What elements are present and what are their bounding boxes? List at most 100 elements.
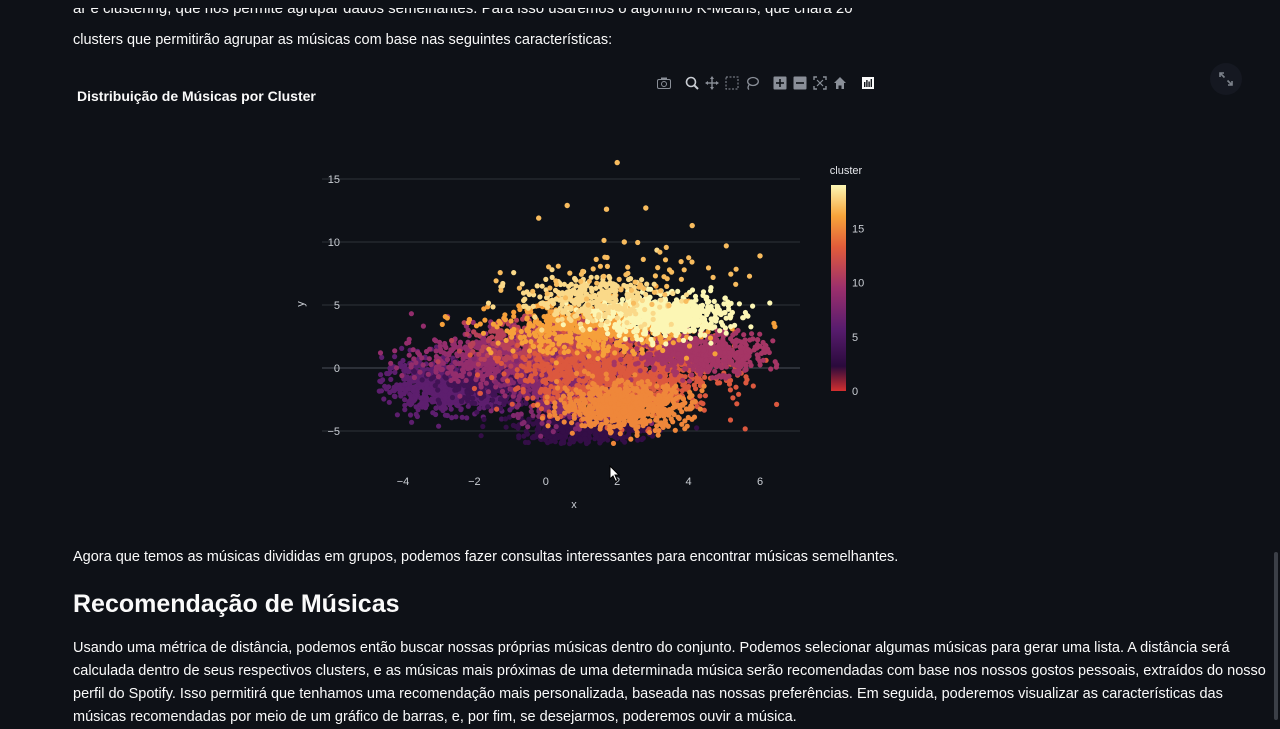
scatter-point: [423, 405, 428, 410]
scatter-point: [551, 429, 556, 434]
scatter-point: [475, 372, 480, 377]
scatter-point: [510, 402, 515, 407]
scatter-point: [744, 377, 749, 382]
scatter-point: [427, 356, 432, 361]
scatter-point: [481, 344, 486, 349]
scatter-point: [433, 367, 438, 372]
scatter-point: [489, 361, 494, 366]
scatter-point: [458, 373, 463, 378]
scatter-point: [490, 398, 495, 403]
scatter-point: [424, 387, 429, 392]
scatter-point: [415, 414, 420, 419]
scatter-point: [548, 365, 553, 370]
scatter-point: [479, 433, 484, 438]
scatter-point: [498, 383, 503, 388]
scatter-point: [494, 380, 499, 385]
scatter-point: [587, 358, 592, 363]
scatter-point: [487, 336, 492, 341]
scatter-point: [529, 409, 534, 414]
scatter-point: [533, 371, 538, 376]
scatter-point: [378, 350, 383, 355]
scatter-point: [377, 389, 382, 394]
scatter-point: [480, 424, 485, 429]
scatter-point: [525, 424, 530, 429]
scatter-point: [377, 379, 382, 384]
scatter-point: [468, 342, 473, 347]
scatter-point: [733, 385, 738, 390]
scatter-point: [454, 361, 459, 366]
scatter-point: [743, 426, 748, 431]
scatter-point: [501, 371, 506, 376]
scatter-point: [448, 378, 453, 383]
scatter-point: [561, 362, 566, 367]
scatter-point: [471, 329, 476, 334]
scatter-point: [602, 364, 607, 369]
scatter-point: [518, 379, 523, 384]
scatter-point: [635, 438, 640, 443]
scatter-point: [730, 395, 735, 400]
scatter-point: [433, 412, 438, 417]
scatter-point: [516, 433, 521, 438]
scatter-point: [379, 355, 384, 360]
scatter-point: [472, 356, 477, 361]
scatter-point: [460, 415, 465, 420]
scatter-point: [394, 365, 399, 370]
scatter-point: [424, 349, 429, 354]
scatter-point: [431, 375, 436, 380]
scatter-point: [445, 371, 450, 376]
scatter-point: [434, 348, 439, 353]
scatter-point: [511, 413, 516, 418]
scatter-points: [377, 160, 780, 446]
scatter-point: [500, 389, 505, 394]
scatter-point: [467, 371, 472, 376]
scatter-point: [539, 406, 544, 411]
scatter-point: [421, 362, 426, 367]
scatter-point: [524, 429, 529, 434]
scatter-point: [633, 366, 638, 371]
scatter-point: [419, 400, 424, 405]
scatter-point: [503, 416, 508, 421]
scatter-point: [409, 362, 414, 367]
scatter-point: [513, 387, 518, 392]
scatter-point: [516, 424, 521, 429]
scatter-point: [436, 424, 441, 429]
scatter-point: [544, 431, 549, 436]
scatter-point: [478, 382, 483, 387]
scatter-point: [457, 394, 462, 399]
scatter-point: [476, 362, 481, 367]
scatter-point: [538, 390, 543, 395]
scatter-point: [392, 394, 397, 399]
scatter-point: [392, 370, 397, 375]
scatter-point: [437, 340, 442, 345]
scatter-point: [502, 393, 507, 398]
scatter-point: [392, 348, 397, 353]
scatter-point: [442, 341, 447, 346]
scatter-point: [421, 324, 426, 329]
scatter-point: [434, 354, 439, 359]
scatter-point: [515, 367, 520, 372]
scatter-point: [415, 392, 420, 397]
scatter-point: [502, 345, 507, 350]
scatter-point: [398, 382, 403, 387]
scatter-point: [551, 390, 556, 395]
scatter-point: [514, 374, 519, 379]
scatter-point: [392, 354, 397, 359]
scatter-point: [409, 311, 414, 316]
scatter-point: [524, 368, 529, 373]
scatter-point: [464, 378, 469, 383]
scatter-point: [581, 379, 586, 384]
scatter-point: [408, 412, 413, 417]
scatter-point: [539, 421, 544, 426]
scatter-point: [432, 337, 437, 342]
scatter-point: [527, 363, 532, 368]
scatter-point: [734, 401, 739, 406]
scatter-point: [508, 364, 513, 369]
scatter-point: [693, 386, 698, 391]
scatter-point: [486, 389, 491, 394]
scatter-point: [402, 397, 407, 402]
scatter-point: [527, 353, 532, 358]
scatter-point: [557, 373, 562, 378]
scatter-point: [538, 357, 543, 362]
scatter-point: [622, 440, 627, 445]
scatter-point: [445, 357, 450, 362]
